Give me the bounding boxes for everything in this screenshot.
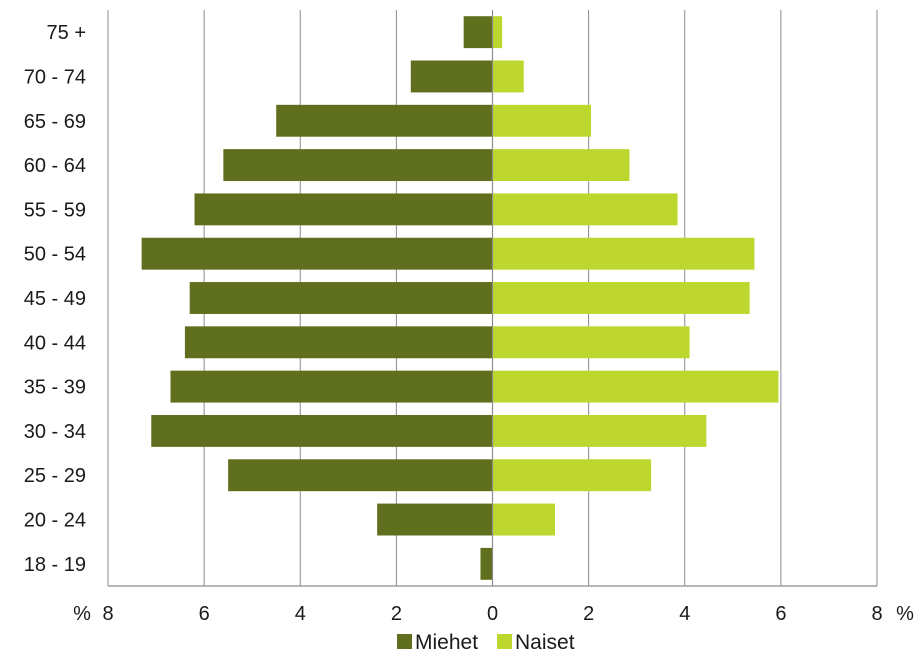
bar-miehet	[184, 326, 493, 359]
bar-naiset	[492, 60, 524, 93]
bar-naiset	[492, 16, 503, 49]
bar-miehet	[194, 193, 493, 226]
category-label: 30 - 34	[24, 421, 86, 443]
category-label: 35 - 39	[24, 377, 86, 399]
bar-naiset	[492, 326, 690, 359]
bar-miehet	[170, 370, 493, 403]
bar-naiset	[492, 503, 555, 536]
x-tick-label: 6	[199, 603, 210, 625]
category-label: 55 - 59	[24, 199, 86, 221]
x-tick-label: 8	[871, 603, 882, 625]
category-label: 45 - 49	[24, 288, 86, 310]
bar-miehet	[151, 414, 493, 447]
bar-miehet	[189, 282, 493, 314]
bar-naiset	[492, 370, 779, 403]
category-label: 20 - 24	[24, 510, 86, 532]
bar-naiset	[492, 237, 755, 270]
legend-label: Naiset	[515, 631, 575, 654]
category-label: 75 +	[47, 22, 86, 44]
bar-naiset	[492, 149, 630, 182]
x-tick-label: 4	[295, 603, 306, 625]
x-tick-label: 0	[487, 603, 498, 625]
x-tick-label: 2	[391, 603, 402, 625]
legend-swatch	[397, 634, 412, 649]
bar-naiset	[492, 282, 750, 314]
bar-naiset	[492, 459, 652, 492]
bar-naiset	[492, 414, 707, 447]
bars	[141, 16, 779, 580]
bar-miehet	[141, 237, 493, 270]
category-label: 18 - 19	[24, 554, 86, 576]
x-tick-label: 4	[679, 603, 690, 625]
bar-miehet	[228, 459, 493, 492]
category-label: 50 - 54	[24, 244, 86, 266]
axes	[108, 10, 877, 587]
x-unit-right: %	[896, 603, 914, 625]
legend: Miehet Naiset	[397, 631, 575, 654]
x-tick-label: 8	[102, 603, 113, 625]
bar-miehet	[463, 16, 493, 49]
labels: 75 + 70 - 74 65 - 69 60 - 64 55 - 59 50 - 54 4…	[24, 22, 914, 625]
bar-miehet	[276, 104, 493, 137]
x-tick-label: 6	[775, 603, 786, 625]
bar-miehet	[410, 60, 493, 93]
category-label: 60 - 64	[24, 155, 86, 177]
category-label: 25 - 29	[24, 465, 86, 487]
category-label: 70 - 74	[24, 66, 86, 88]
x-unit-left: %	[73, 603, 91, 625]
legend-label: Miehet	[415, 631, 478, 654]
category-label: 65 - 69	[24, 111, 86, 133]
bar-naiset	[492, 193, 678, 226]
bar-miehet	[377, 503, 493, 536]
category-label: 40 - 44	[24, 332, 86, 354]
bar-miehet	[480, 547, 493, 580]
bar-naiset	[492, 104, 592, 137]
x-tick-label: 2	[583, 603, 594, 625]
bar-miehet	[223, 149, 493, 182]
legend-swatch	[497, 634, 512, 649]
